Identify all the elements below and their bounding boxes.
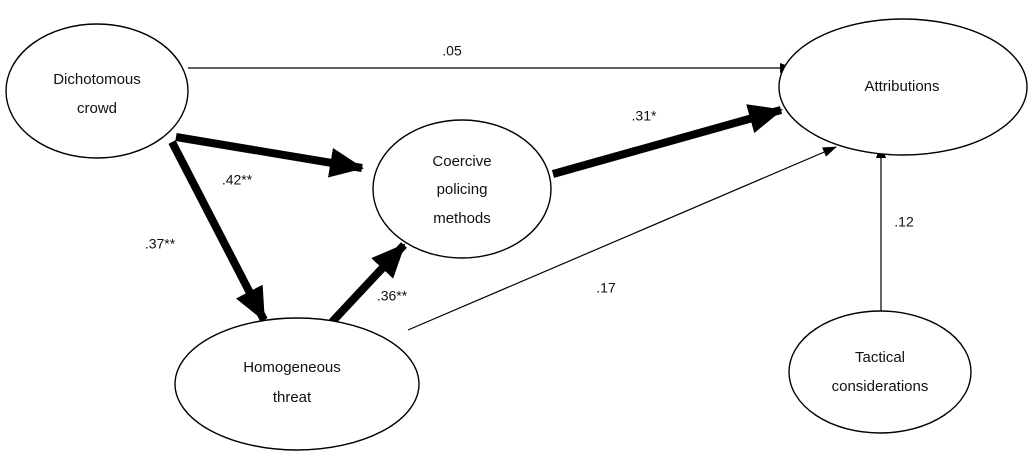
edge-label-threat-to-coercive: .36**	[377, 288, 408, 304]
node-coercive-policing-line2: policing	[437, 181, 488, 198]
node-homogeneous-threat-line1: Homogeneous	[243, 359, 341, 376]
edge-crowd-to-coercive	[175, 133, 364, 178]
edge-label-crowd-to-threat: .37**	[145, 236, 176, 252]
node-tactical-considerations-line2: considerations	[832, 378, 929, 395]
node-tactical-considerations: Tactical considerations	[788, 310, 972, 434]
node-dichotomous-crowd: Dichotomous crowd	[5, 23, 189, 159]
edge-label-crowd-to-coercive: .42**	[222, 172, 253, 188]
node-homogeneous-threat: Homogeneous threat	[174, 317, 420, 451]
node-tactical-considerations-line1: Tactical	[855, 349, 905, 366]
node-attributions: Attributions	[778, 18, 1028, 156]
edge-threat-to-attributions	[407, 146, 837, 331]
node-coercive-policing: Coercive policing methods	[372, 119, 552, 259]
edge-crowd-to-threat	[168, 140, 268, 322]
edge-label-threat-to-attributions: .17	[596, 280, 616, 296]
edge-coercive-to-attributions	[551, 104, 783, 178]
edge-threat-to-coercive	[329, 242, 407, 325]
node-coercive-policing-line1: Coercive	[432, 153, 491, 170]
node-dichotomous-crowd-line1: Dichotomous	[53, 71, 141, 88]
edge-label-crowd-to-attributions: .05	[442, 43, 462, 59]
edge-label-coercive-to-attributions: .31*	[632, 108, 657, 124]
edge-label-tactical-to-attributions: .12	[894, 214, 914, 230]
node-coercive-policing-line3: methods	[433, 210, 491, 227]
node-dichotomous-crowd-line2: crowd	[77, 100, 117, 117]
node-attributions-line1: Attributions	[864, 78, 939, 95]
node-homogeneous-threat-line2: threat	[273, 389, 312, 406]
